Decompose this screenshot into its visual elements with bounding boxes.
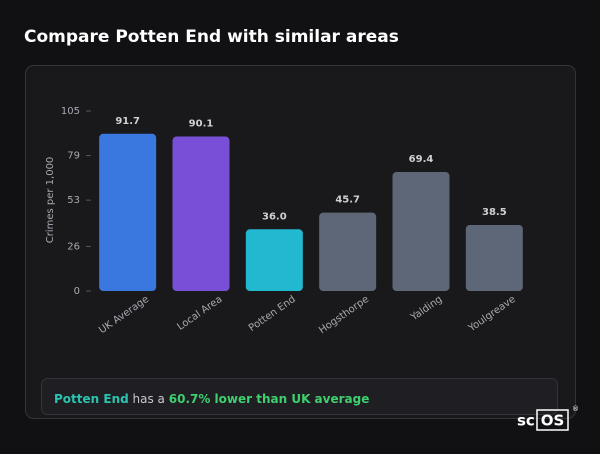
- value-label: 91.7: [115, 116, 140, 127]
- summary-area: Potten End: [54, 392, 129, 406]
- brand-box: [536, 409, 569, 431]
- value-label: 90.1: [189, 119, 214, 130]
- summary-text: Potten End has a 60.7% lower than UK ave…: [54, 392, 369, 406]
- brand-mark: ®: [572, 405, 579, 413]
- y-tick-label: 0: [74, 286, 80, 297]
- y-tick-label: 53: [67, 195, 80, 206]
- brand-prefix: sc: [517, 412, 535, 430]
- y-tick-label: 79: [67, 151, 80, 162]
- page-title: Compare Potten End with similar areas: [24, 27, 399, 47]
- y-tick-label: 105: [61, 106, 80, 117]
- summary-connector: has a: [133, 392, 165, 406]
- brand-boxed: OS: [541, 412, 565, 430]
- bar: [99, 133, 157, 291]
- summary-box: [41, 378, 558, 415]
- value-label: 45.7: [335, 195, 360, 206]
- bar: [465, 225, 523, 291]
- y-tick-label: 26: [67, 241, 80, 252]
- bar: [319, 212, 377, 291]
- value-label: 38.5: [482, 207, 507, 218]
- bar: [245, 229, 303, 291]
- value-label: 69.4: [409, 154, 434, 165]
- bar: [172, 136, 230, 291]
- bar: [392, 172, 450, 291]
- summary-comparison: 60.7% lower than UK average: [169, 392, 370, 406]
- brand-logo: sc OS ®: [517, 405, 579, 431]
- value-label: 36.0: [262, 211, 287, 222]
- y-axis-label: Crimes per 1,000: [45, 157, 56, 244]
